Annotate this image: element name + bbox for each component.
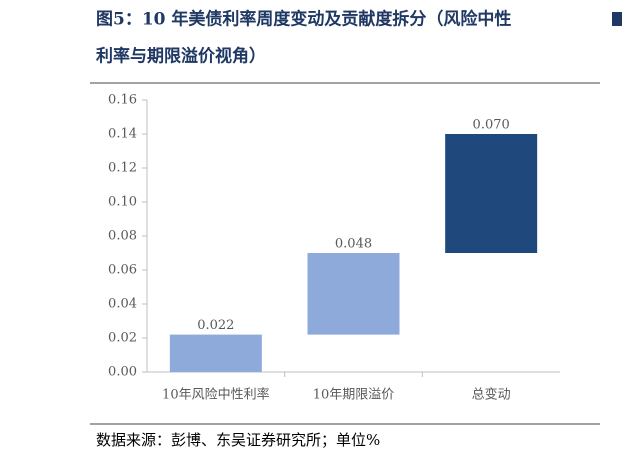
y-tick-label: 0.16	[108, 93, 137, 108]
y-tick-label: 0.00	[108, 365, 137, 380]
chart-title: 图5：10 年美债利率周度变动及贡献度拆分（风险中性	[96, 9, 511, 30]
y-tick-label: 0.10	[108, 195, 137, 210]
bar	[445, 134, 538, 253]
bar	[169, 334, 262, 372]
source-note: 数据来源：彭博、东吴证券研究所；单位%	[96, 431, 380, 449]
x-tick-label: 总变动	[472, 387, 511, 403]
y-tick-label: 0.08	[108, 229, 137, 244]
data-label: 0.022	[197, 318, 234, 333]
x-tick-label: 10年风险中性利率	[162, 387, 270, 403]
data-label: 0.048	[335, 237, 372, 252]
x-tick-label: 10年期限溢价	[313, 388, 395, 403]
y-tick-label: 0.12	[108, 161, 137, 176]
bar	[307, 253, 400, 335]
y-tick-label: 0.02	[108, 331, 137, 346]
y-tick-label: 0.06	[108, 263, 137, 278]
y-tick-label: 0.04	[108, 297, 137, 312]
chart-title: 利率与期限溢价视角）	[96, 46, 266, 67]
y-tick-label: 0.14	[108, 127, 137, 142]
data-label: 0.070	[473, 118, 510, 133]
clipped-edge	[612, 12, 622, 26]
